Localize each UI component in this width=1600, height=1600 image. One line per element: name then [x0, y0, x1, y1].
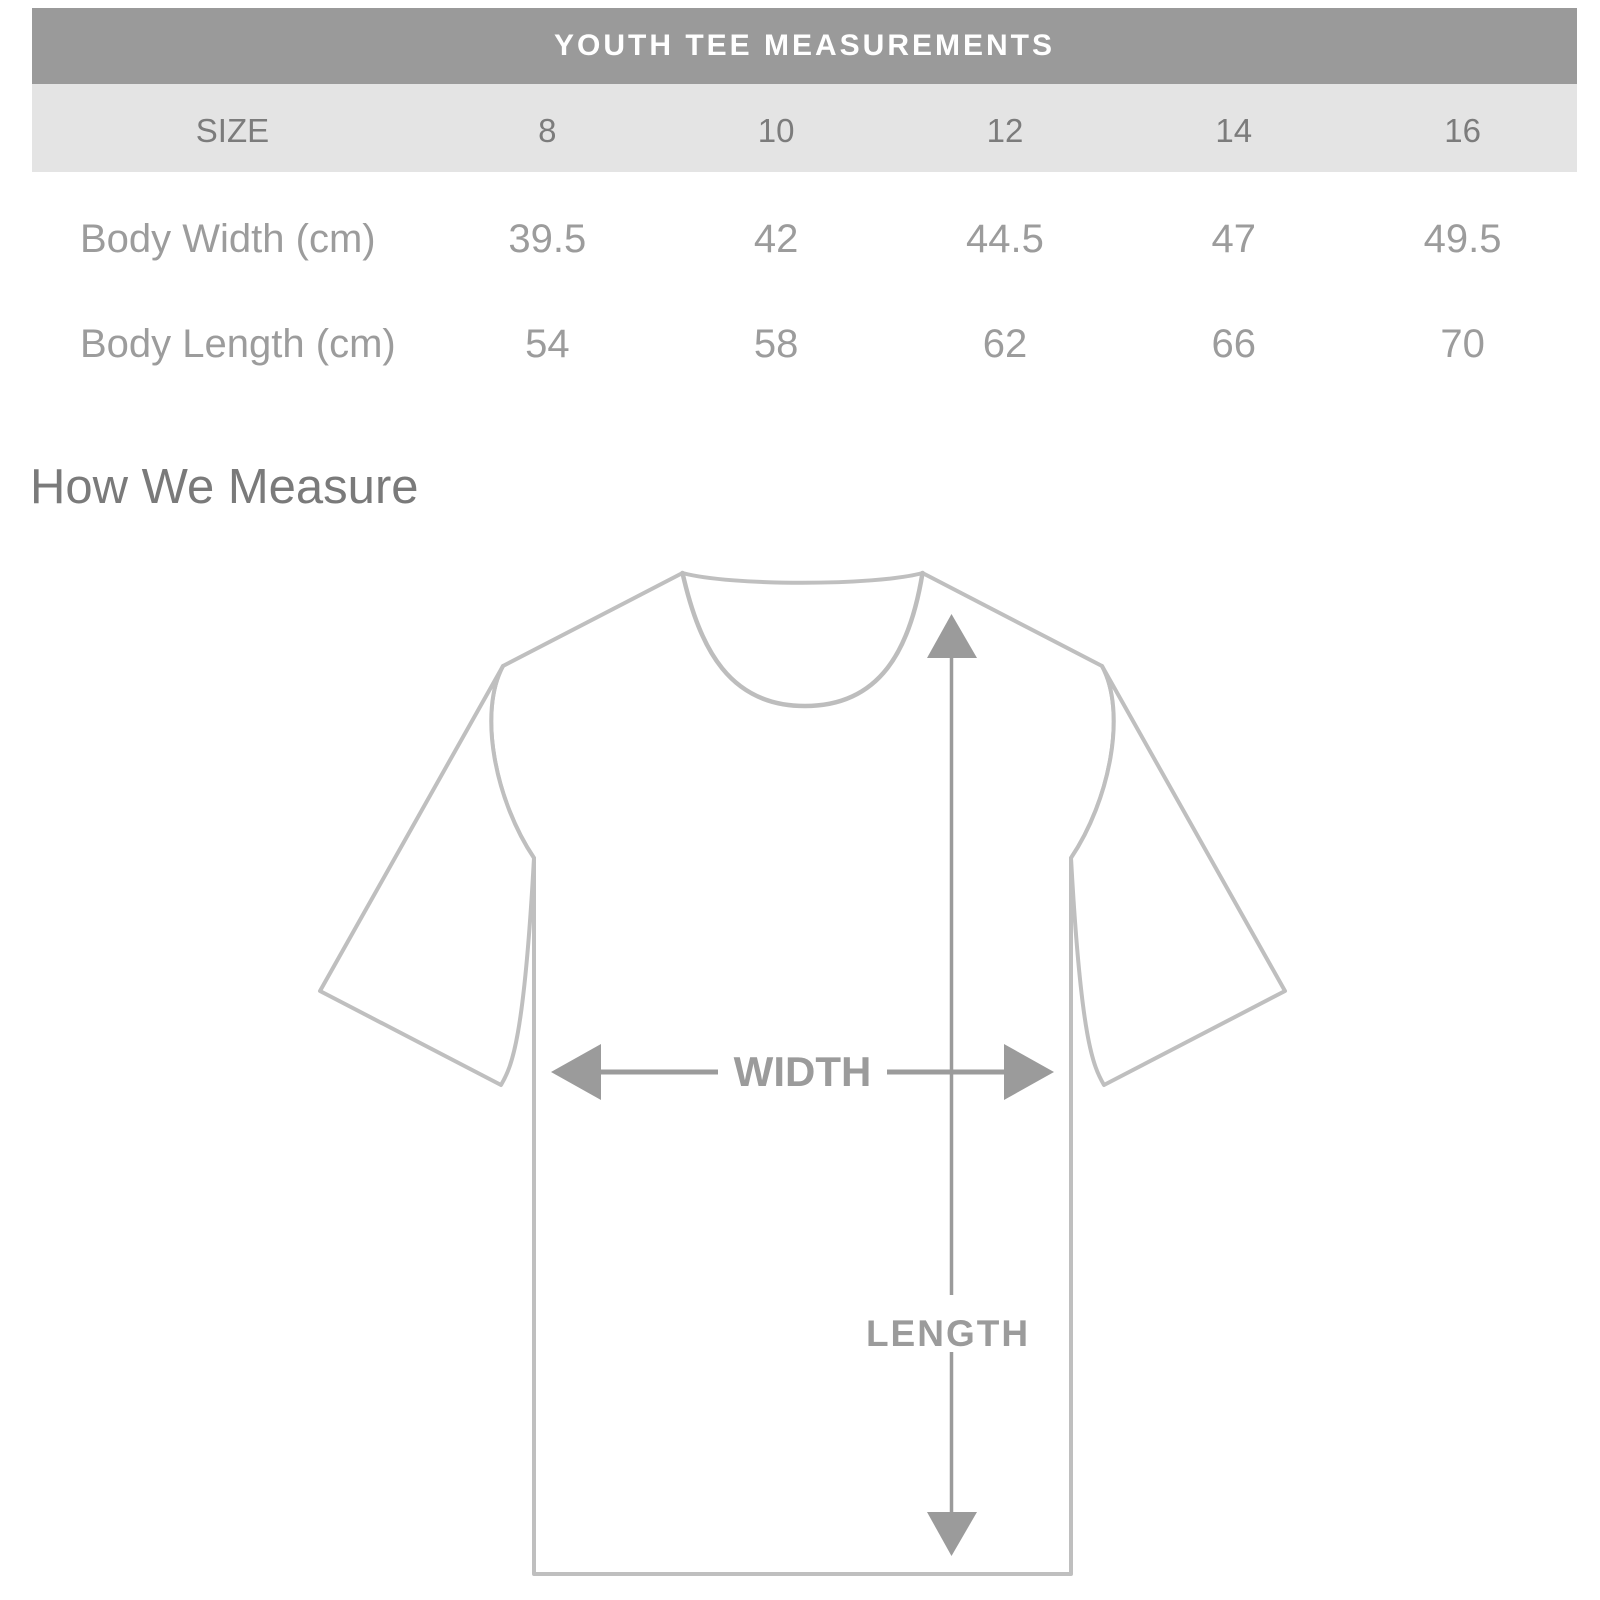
svg-text:WIDTH: WIDTH: [734, 1048, 872, 1095]
svg-text:LENGTH: LENGTH: [866, 1313, 1030, 1354]
